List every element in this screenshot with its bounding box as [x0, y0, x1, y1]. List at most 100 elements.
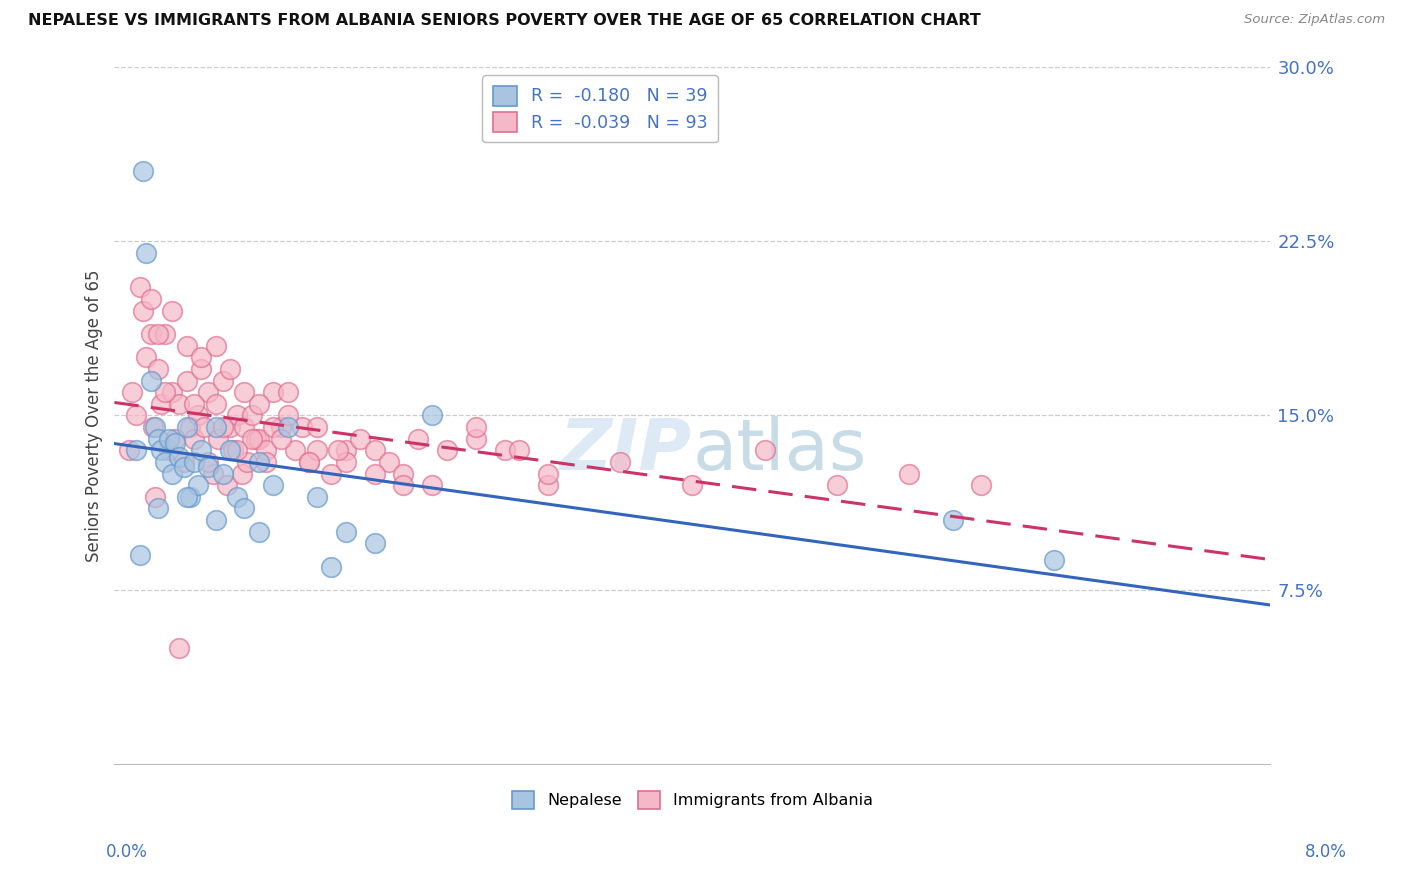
Point [305, 443, 328, 458]
Point [190, 351, 212, 365]
Text: Source: ZipAtlas.com: Source: ZipAtlas.com [1244, 13, 1385, 27]
Point [204, 420, 226, 434]
Point [247, 432, 270, 446]
Point [129, 280, 152, 294]
Point [125, 443, 148, 458]
Point [508, 443, 530, 458]
Point [129, 548, 152, 562]
Point [204, 513, 226, 527]
Point [233, 385, 256, 400]
Point [378, 455, 401, 469]
Point [898, 467, 921, 481]
Point [537, 467, 560, 481]
Point [153, 385, 176, 400]
Point [270, 432, 292, 446]
Point [233, 501, 256, 516]
Point [254, 455, 277, 469]
Point [305, 490, 328, 504]
Point [187, 478, 209, 492]
Point [219, 362, 242, 376]
Point [211, 374, 233, 388]
Point [277, 420, 299, 434]
Point [146, 432, 169, 446]
Point [277, 409, 299, 423]
Point [247, 455, 270, 469]
Point [254, 443, 277, 458]
Point [176, 420, 198, 434]
Point [277, 385, 299, 400]
Point [201, 467, 224, 481]
Point [245, 432, 267, 446]
Point [464, 420, 486, 434]
Point [187, 409, 209, 423]
Point [135, 245, 157, 260]
Point [169, 450, 191, 465]
Point [176, 490, 198, 504]
Point [165, 432, 187, 446]
Point [335, 455, 357, 469]
Point [464, 432, 486, 446]
Point [270, 420, 292, 434]
Legend: Nepalese, Immigrants from Albania: Nepalese, Immigrants from Albania [506, 784, 879, 815]
Point [190, 443, 212, 458]
Point [183, 397, 205, 411]
Point [146, 326, 169, 341]
Point [754, 443, 776, 458]
Point [193, 420, 215, 434]
Point [153, 455, 176, 469]
Point [363, 467, 385, 481]
Point [139, 326, 162, 341]
Point [262, 420, 284, 434]
Point [537, 478, 560, 492]
Point [970, 478, 993, 492]
Point [231, 467, 253, 481]
Point [183, 455, 205, 469]
Point [160, 385, 183, 400]
Text: ZIP: ZIP [560, 416, 692, 484]
Point [160, 303, 183, 318]
Point [941, 513, 963, 527]
Point [226, 409, 249, 423]
Text: 8.0%: 8.0% [1305, 843, 1347, 861]
Point [609, 455, 631, 469]
Point [436, 443, 458, 458]
Point [169, 640, 191, 655]
Point [190, 362, 212, 376]
Point [226, 490, 249, 504]
Y-axis label: Seniors Poverty Over the Age of 65: Seniors Poverty Over the Age of 65 [86, 269, 103, 562]
Point [197, 455, 219, 469]
Point [211, 467, 233, 481]
Point [262, 385, 284, 400]
Point [335, 524, 357, 539]
Text: NEPALESE VS IMMIGRANTS FROM ALBANIA SENIORS POVERTY OVER THE AGE OF 65 CORRELATI: NEPALESE VS IMMIGRANTS FROM ALBANIA SENI… [28, 13, 981, 29]
Point [291, 420, 314, 434]
Point [165, 436, 187, 450]
Point [363, 443, 385, 458]
Point [305, 420, 328, 434]
Point [211, 420, 233, 434]
Point [139, 292, 162, 306]
Point [494, 443, 516, 458]
Point [118, 443, 141, 458]
Point [321, 559, 343, 574]
Point [298, 455, 321, 469]
Point [179, 490, 201, 504]
Point [321, 467, 343, 481]
Point [169, 397, 191, 411]
Point [284, 443, 307, 458]
Point [240, 432, 263, 446]
Point [183, 432, 205, 446]
Point [132, 164, 155, 178]
Point [392, 467, 415, 481]
Point [125, 409, 148, 423]
Point [219, 420, 242, 434]
Text: atlas: atlas [692, 416, 868, 484]
Point [328, 443, 350, 458]
Point [236, 455, 259, 469]
Point [349, 432, 371, 446]
Point [146, 362, 169, 376]
Point [157, 443, 180, 458]
Point [335, 443, 357, 458]
Point [226, 443, 249, 458]
Point [222, 443, 245, 458]
